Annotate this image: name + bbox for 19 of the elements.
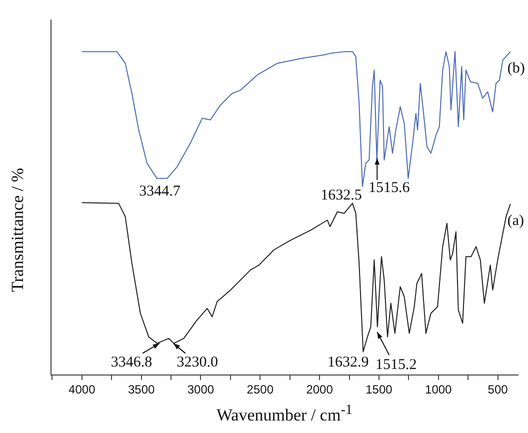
annotation: 1632.5 xyxy=(320,187,362,204)
x-tick-label: 4000 xyxy=(68,382,96,397)
x-tick-label: 1500 xyxy=(366,382,393,397)
annotation: 3344.7 xyxy=(139,183,181,200)
x-tick-label: 500 xyxy=(488,382,508,397)
annotation: 3346.8 xyxy=(110,354,152,370)
x-tick-label: 2500 xyxy=(246,382,274,397)
x-tick-label: 3500 xyxy=(128,382,155,397)
series-label: (a) xyxy=(507,212,524,229)
annotation: 1632.9 xyxy=(328,354,369,371)
x-tick-label: 3000 xyxy=(187,382,214,397)
series-label: (b) xyxy=(507,60,525,77)
annotation: 1515.6 xyxy=(368,180,410,196)
y-axis-title: Transmittance / % xyxy=(8,168,28,292)
annotation: 1515.2 xyxy=(376,356,417,373)
annotation: 3230.0 xyxy=(176,354,218,370)
x-tick-label: 1000 xyxy=(425,382,452,397)
x-tick-label: 2000 xyxy=(306,382,334,397)
x-axis-title: Wavenumber / cm$^{-1}$ xyxy=(216,402,354,426)
